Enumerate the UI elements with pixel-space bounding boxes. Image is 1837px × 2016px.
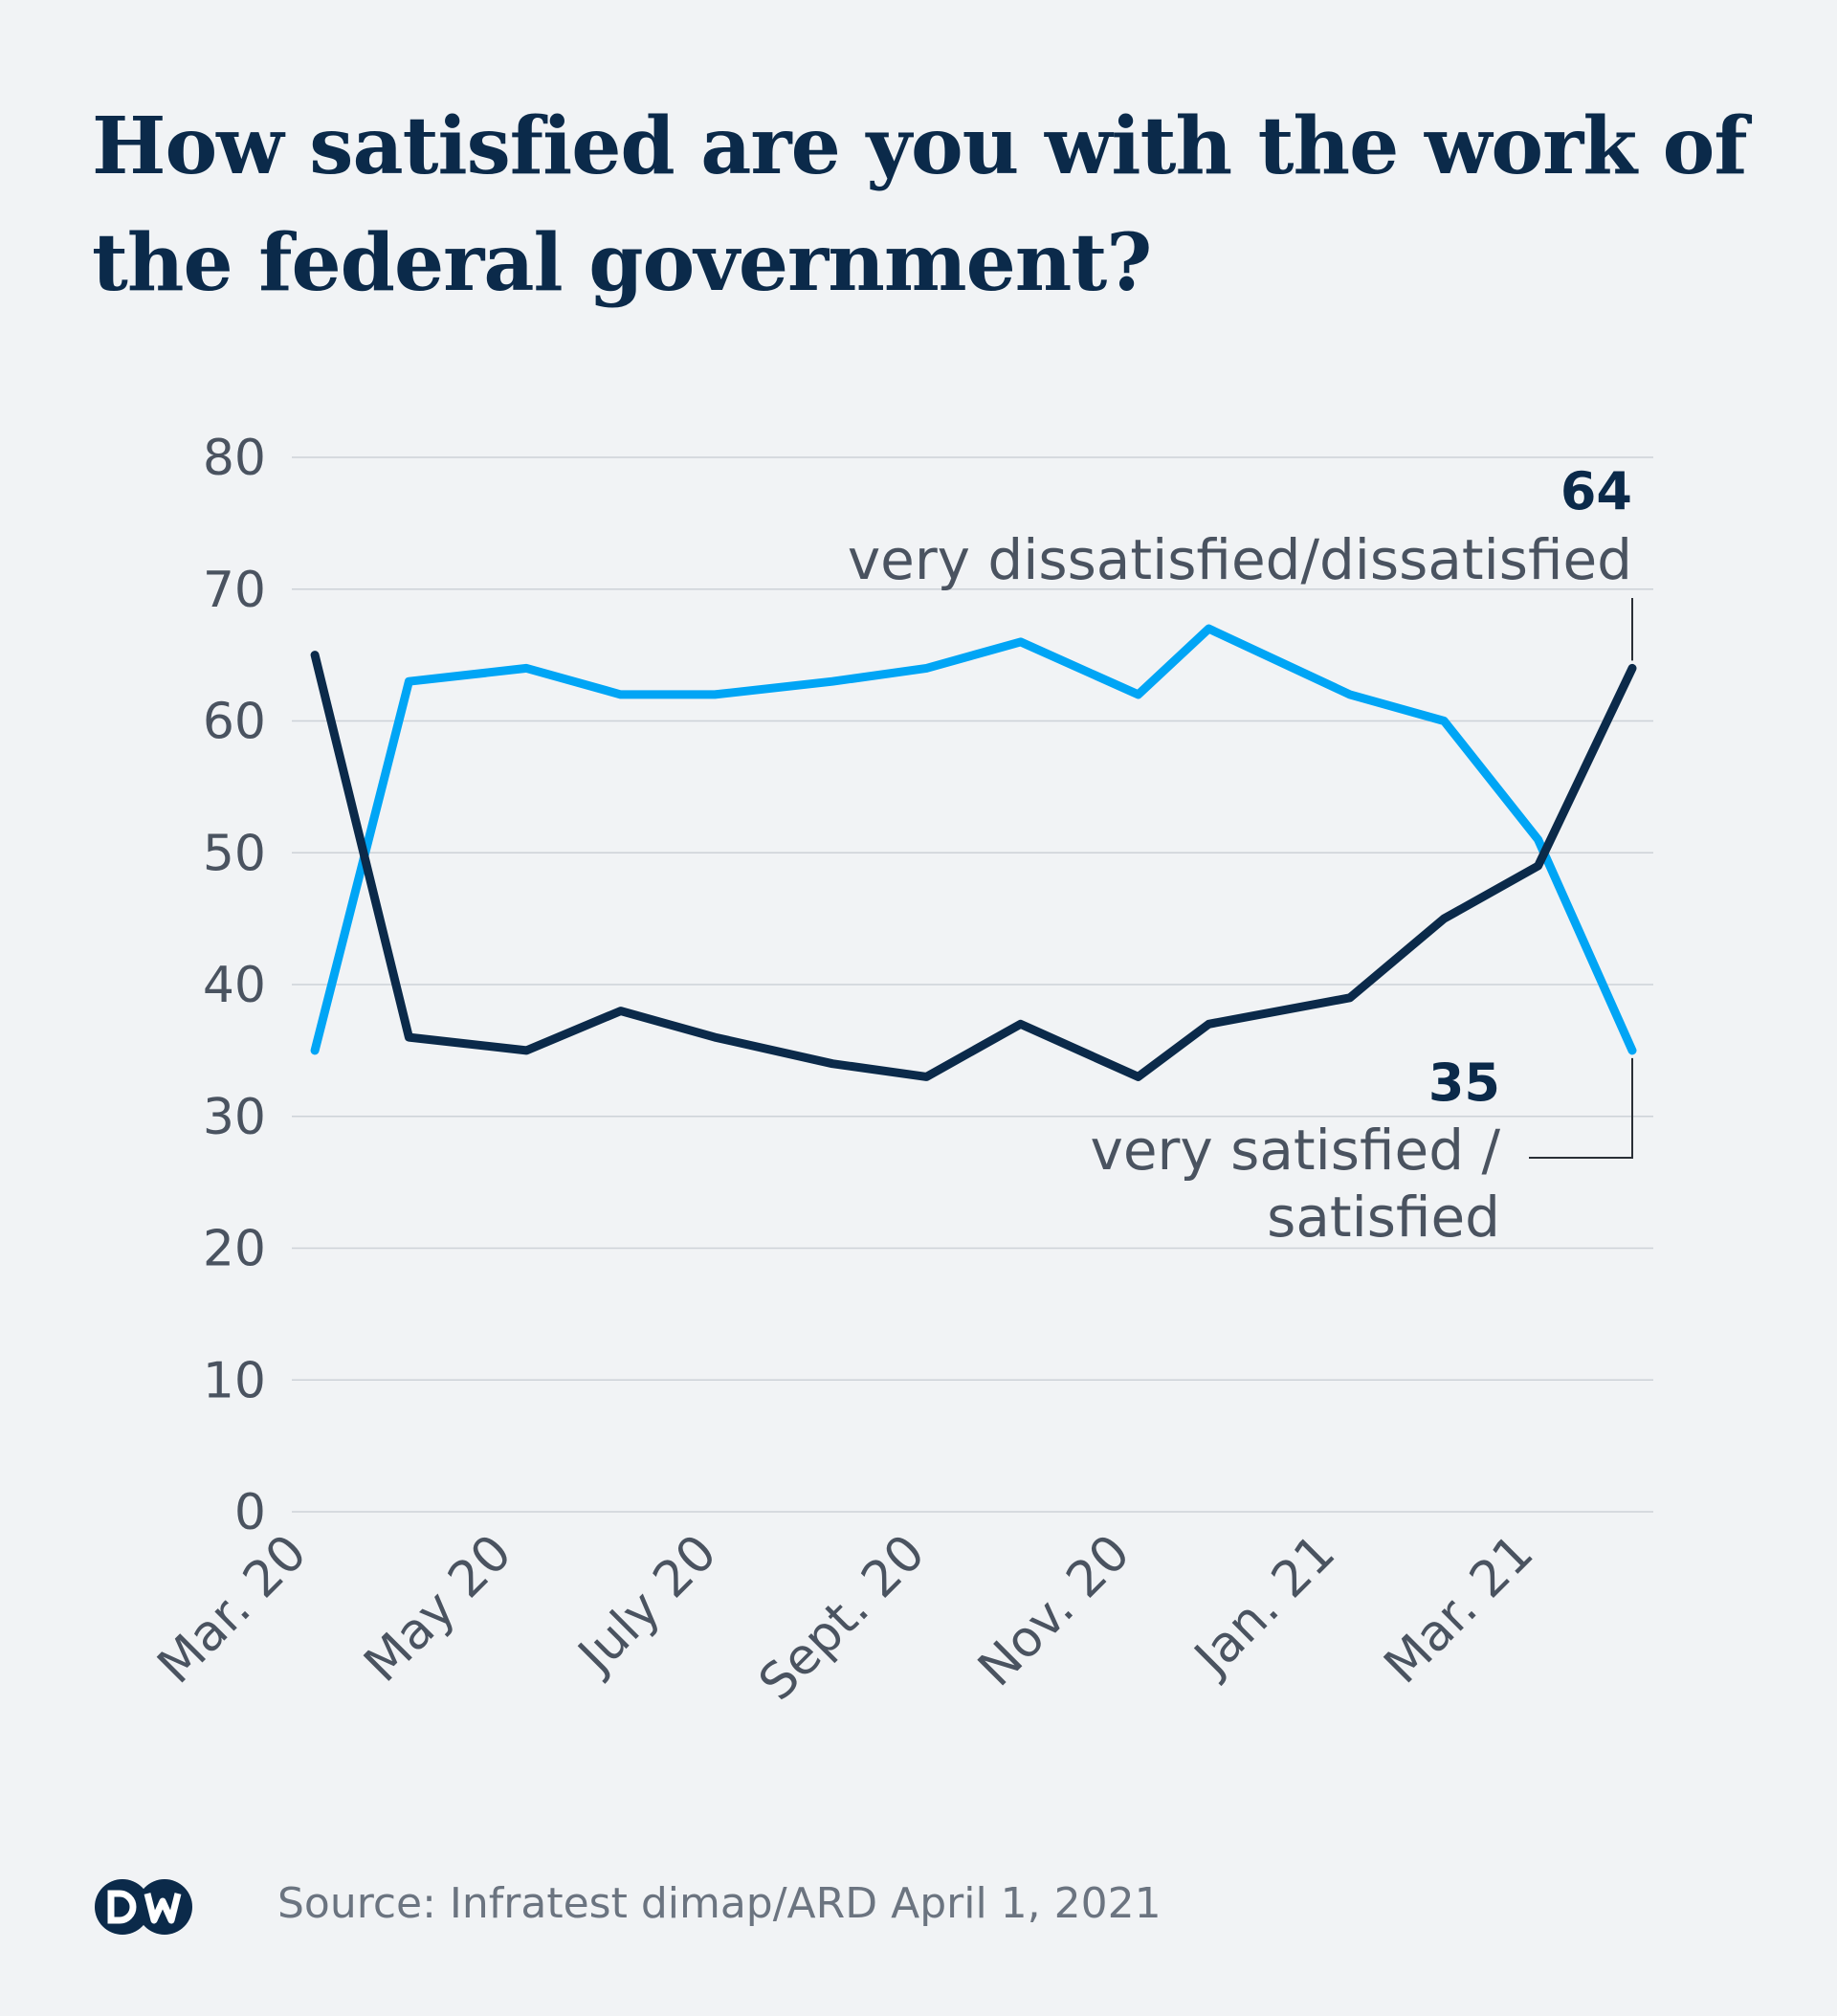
source-note: Source: Infratest dimap/ARD April 1, 202… — [277, 1879, 1162, 1928]
y-tick-label: 80 — [203, 430, 266, 487]
series-line-satisfied — [310, 624, 1637, 1055]
series-label-satisfied-line1: very satisfied / — [1091, 1118, 1501, 1183]
chart-title: How satisfied are you with the work of t… — [92, 100, 1748, 309]
series-label-dissatisfied: very dissatisfied/dissatisfied — [848, 527, 1632, 592]
footer — [92, 1873, 195, 1940]
series-label-satisfied-line2: satisfied — [1267, 1185, 1500, 1250]
y-tick-label: 20 — [203, 1221, 266, 1278]
y-tick-label: 40 — [203, 957, 266, 1014]
x-tick-label: Jan. 21 — [1183, 1524, 1346, 1688]
y-tick-label: 50 — [203, 825, 266, 882]
grid-lines — [292, 456, 1653, 1513]
y-axis-tick-labels: 0 10 20 30 40 50 60 70 80 — [203, 430, 266, 1541]
x-tick-label: Mar. 20 — [147, 1524, 319, 1695]
x-tick-label: July 20 — [566, 1524, 728, 1686]
x-tick-label: May 20 — [354, 1524, 523, 1694]
y-tick-label: 30 — [203, 1089, 266, 1146]
y-tick-label: 0 — [234, 1484, 266, 1541]
line-chart: 0 10 20 30 40 50 60 70 80 Mar. 20 May 20 July 20 Se… — [147, 430, 1653, 1712]
y-tick-label: 10 — [203, 1352, 266, 1409]
series-line-dissatisfied — [310, 651, 1637, 1081]
x-tick-label: Nov. 20 — [967, 1524, 1141, 1698]
y-tick-label: 60 — [203, 694, 266, 751]
series-lines — [310, 624, 1637, 1081]
x-tick-label: Mar. 21 — [1374, 1524, 1545, 1695]
end-value-label-dissatisfied: 64 — [1560, 461, 1632, 521]
dw-logo — [92, 1876, 195, 1938]
end-value-label-satisfied: 35 — [1428, 1052, 1500, 1113]
x-tick-label: Sept. 20 — [748, 1524, 936, 1712]
annotation-leader-satisfied — [1529, 1057, 1633, 1159]
y-tick-label: 70 — [203, 562, 266, 619]
x-axis-tick-labels: Mar. 20 May 20 July 20 Sept. 20 Nov. 20 Jan. … — [147, 1524, 1545, 1712]
